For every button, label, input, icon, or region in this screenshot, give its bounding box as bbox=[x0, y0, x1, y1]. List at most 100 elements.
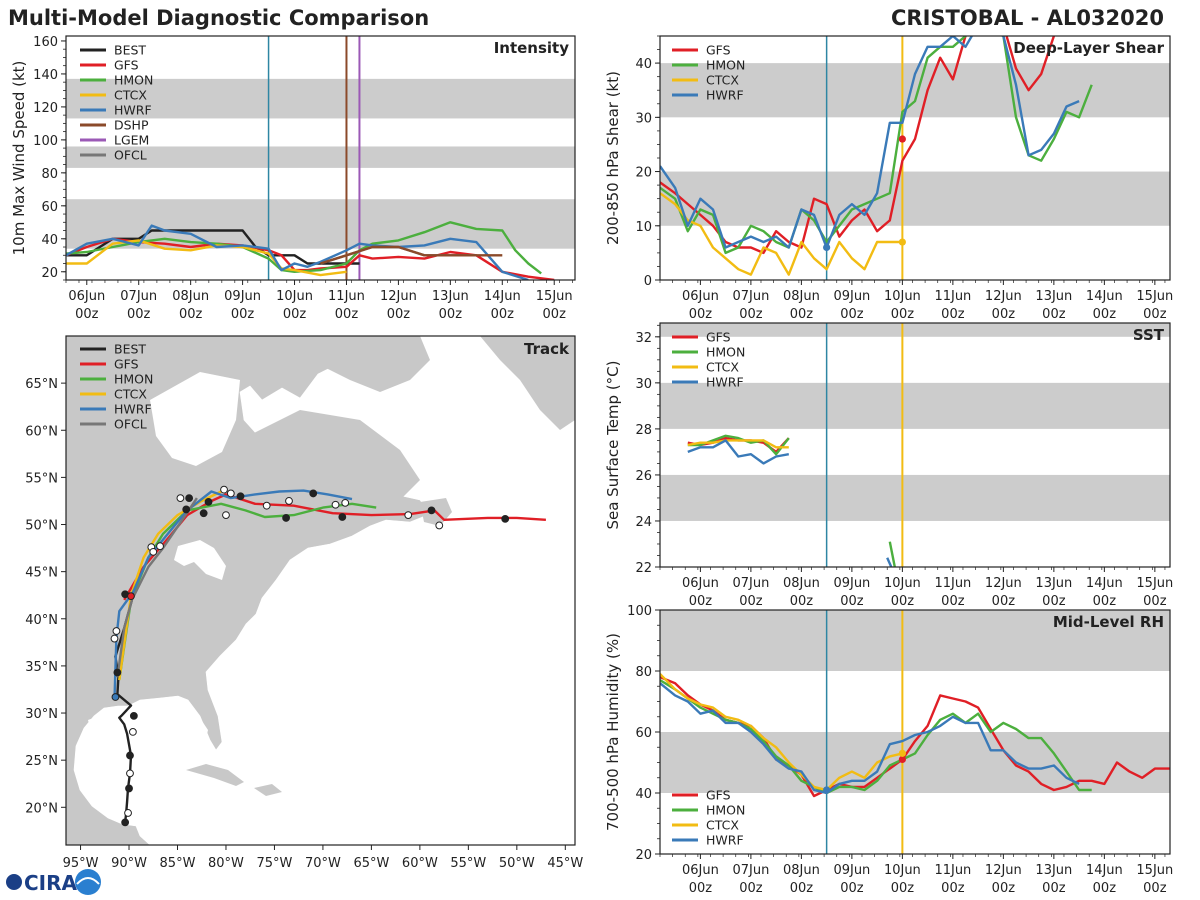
shear-series-hmon-1 bbox=[660, 36, 1093, 255]
shear-x-tick-hour: 00z bbox=[739, 307, 763, 322]
track-position-marker bbox=[156, 542, 164, 551]
shear-series-gfs-0 bbox=[660, 36, 1056, 255]
sst-y-label: Sea Surface Temp (°C) bbox=[604, 360, 622, 529]
rh-x-tick-hour: 00z bbox=[739, 881, 763, 896]
shear-x-tick-hour: 00z bbox=[992, 307, 1016, 322]
sst-y-tick-label: 32 bbox=[635, 331, 652, 346]
sst-legend-label-hmon: HMON bbox=[706, 345, 745, 360]
great-lakes bbox=[174, 540, 226, 580]
track-markers bbox=[110, 485, 510, 827]
shear-point-gfs bbox=[898, 135, 906, 143]
rh-title: Mid-Level RH bbox=[1053, 613, 1164, 631]
intensity-legend-label-ofcl: OFCL bbox=[114, 148, 147, 163]
intensity-y-tick-label: 100 bbox=[33, 134, 58, 149]
sst-series-hwrf-3 bbox=[687, 439, 790, 465]
track-position-marker bbox=[222, 511, 230, 519]
shear-legend-label-gfs: GFS bbox=[706, 43, 731, 58]
shear-x-tick-hour: 00z bbox=[1042, 307, 1066, 322]
shear-x-tick-day: 11Jun bbox=[934, 289, 971, 304]
sst-x-tick-hour: 00z bbox=[840, 594, 864, 609]
track-frame bbox=[65, 335, 576, 846]
sst-y-tick-label: 30 bbox=[635, 377, 652, 392]
sst-x-tick-day: 10Jun bbox=[884, 576, 921, 591]
intensity-legend-label-lgem: LGEM bbox=[114, 133, 149, 148]
track-position-marker bbox=[338, 513, 347, 521]
intensity-x-tick-day: 14Jun bbox=[484, 289, 521, 304]
track-position-marker bbox=[126, 769, 134, 778]
track-position-marker bbox=[204, 497, 213, 506]
intensity-x-tick-day: 10Jun bbox=[276, 289, 313, 304]
sst-bands bbox=[660, 323, 1170, 521]
intensity-x-tick-day: 13Jun bbox=[432, 289, 469, 304]
shear-legend-label-hwrf: HWRF bbox=[706, 88, 744, 103]
intensity-series-hmon-2 bbox=[66, 221, 542, 275]
rh-y-label: 700-500 hPa Humidity (%) bbox=[604, 633, 622, 831]
intensity-band-1 bbox=[66, 146, 575, 168]
track-position-marker bbox=[331, 500, 340, 509]
track-position-marker bbox=[124, 809, 132, 817]
rh-y-tick-label: 100 bbox=[627, 604, 652, 619]
rh-x-tick-day: 06Jun bbox=[682, 863, 719, 878]
track-position-marker bbox=[113, 668, 122, 677]
track-map bbox=[66, 336, 575, 845]
rh-x-tick-day: 13Jun bbox=[1035, 863, 1072, 878]
rh-x-tick-hour: 00z bbox=[891, 881, 915, 896]
rh-y-tick-label: 80 bbox=[635, 665, 652, 680]
intensity-x-tick-hour: 00z bbox=[439, 307, 463, 322]
track-position-marker bbox=[226, 489, 235, 498]
sst-x-tick-day: 12Jun bbox=[985, 576, 1022, 591]
rh-series-ctcx-2 bbox=[660, 673, 903, 792]
track-lon-tick-label: 60°W bbox=[402, 856, 438, 871]
rh-x-tick-hour: 00z bbox=[1143, 881, 1167, 896]
track-series-hwrf bbox=[113, 489, 353, 699]
intensity-y-tick-label: 120 bbox=[33, 101, 58, 116]
rh-y-tick-label: 20 bbox=[635, 848, 652, 863]
track-position-marker bbox=[282, 514, 290, 522]
quebec-peninsula bbox=[240, 410, 420, 500]
shear-x-tick-hour: 00z bbox=[941, 307, 965, 322]
rh-bands bbox=[660, 610, 1170, 793]
track-position-marker bbox=[262, 501, 271, 510]
track-lat-tick-label: 65°N bbox=[25, 377, 58, 392]
sst-x-tick-day: 09Jun bbox=[833, 576, 870, 591]
track-lat-tick-label: 50°N bbox=[25, 519, 58, 534]
track-legend-label-ctcx: CTCX bbox=[114, 387, 147, 402]
track-position-marker bbox=[121, 818, 130, 827]
sst-band-1 bbox=[660, 382, 1170, 429]
track-lon-tick-label: 95°W bbox=[63, 856, 99, 871]
shear-x-tick-day: 10Jun bbox=[884, 289, 921, 304]
track-position-marker bbox=[199, 509, 208, 518]
track-panel: 20°N 25°N 30°N 35°N 40°N 45°N 50°N 55°N 60°N 65°N… bbox=[25, 335, 583, 871]
intensity-legend-label-dshp: DSHP bbox=[114, 118, 149, 133]
shear-x-tick-hour: 00z bbox=[790, 307, 814, 322]
sst-y-tick-label: 24 bbox=[635, 515, 652, 530]
hudson-bay bbox=[150, 372, 240, 466]
shear-x-tick-day: 14Jun bbox=[1086, 289, 1123, 304]
intensity-y-tick-label: 160 bbox=[33, 35, 58, 50]
rh-x-tick-day: 07Jun bbox=[732, 863, 769, 878]
track-position-marker bbox=[176, 494, 185, 503]
rh-x-tick-day: 09Jun bbox=[833, 863, 870, 878]
track-legend-label-gfs: GFS bbox=[114, 357, 139, 372]
track-position-marker bbox=[236, 492, 245, 501]
intensity-x-tick-day: 12Jun bbox=[380, 289, 417, 304]
shear-legend-label-ctcx: CTCX bbox=[706, 73, 739, 88]
rh-point-hwrf bbox=[823, 786, 831, 794]
intensity-x-tick-hour: 00z bbox=[491, 307, 515, 322]
intensity-x-tick-hour: 00z bbox=[127, 307, 151, 322]
gulf-of-mexico bbox=[88, 706, 208, 796]
rh-legend-label-ctcx: CTCX bbox=[706, 818, 739, 833]
shear-x-tick-day: 09Jun bbox=[833, 289, 870, 304]
track-lon-tick-label: 55°W bbox=[450, 856, 486, 871]
rh-x-tick-day: 15Jun bbox=[1136, 863, 1173, 878]
intensity-y-ticks: 20 40 60 80 100 120 140 160 bbox=[33, 35, 66, 281]
rh-x-tick-hour: 00z bbox=[1093, 881, 1117, 896]
sst-title: SST bbox=[1133, 326, 1165, 344]
intensity-y-label: 10m Max Wind Speed (kt) bbox=[10, 61, 28, 256]
intensity-x-tick-day: 08Jun bbox=[172, 289, 209, 304]
shear-x-tick-day: 06Jun bbox=[682, 289, 719, 304]
track-position-marker bbox=[285, 497, 293, 505]
